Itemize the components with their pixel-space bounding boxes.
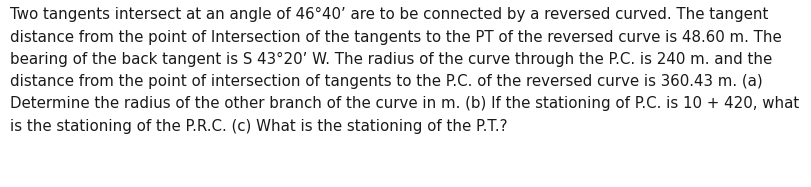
Text: Two tangents intersect at an angle of 46°40’ are to be connected by a reversed c: Two tangents intersect at an angle of 46… xyxy=(10,7,798,134)
